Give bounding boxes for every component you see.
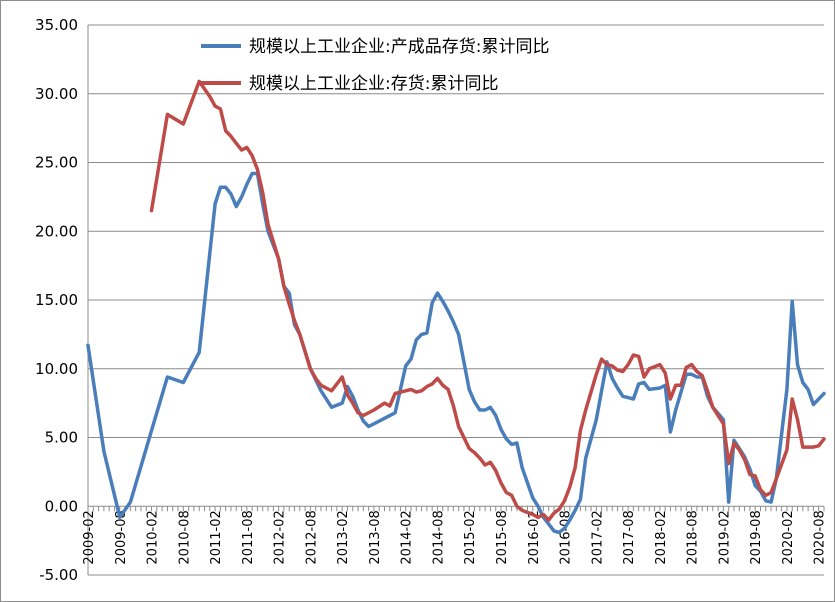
x-tick-label: 2017-08 xyxy=(622,510,637,564)
legend: 规模以上工业企业:产成品存货:累计同比 规模以上工业企业:存货:累计同比 xyxy=(201,37,549,94)
grid-lines xyxy=(88,24,824,576)
y-tick-label: 15.00 xyxy=(35,291,78,309)
x-tick-label: 2017-02 xyxy=(590,510,605,564)
x-tick-label: 2012-08 xyxy=(304,510,319,564)
axes xyxy=(87,25,824,575)
y-tick-label: 0.00 xyxy=(45,497,78,515)
x-tick-label: 2018-02 xyxy=(654,510,669,564)
x-tick-label: 2009-08 xyxy=(114,510,129,564)
series-line-0 xyxy=(86,171,826,535)
x-tick-label: 2009-02 xyxy=(82,510,97,564)
x-tick-label: 2016-02 xyxy=(527,510,542,564)
x-tick-label: 2012-02 xyxy=(273,510,288,564)
x-tick-label: 2011-02 xyxy=(209,510,224,564)
y-tick-label: 5.00 xyxy=(45,429,78,447)
x-tick-label: 2018-08 xyxy=(686,510,701,564)
y-tick-label: 10.00 xyxy=(35,360,78,378)
legend-label-inventory: 规模以上工业企业:存货:累计同比 xyxy=(249,74,498,94)
x-tick-label: 2020-02 xyxy=(781,510,796,564)
x-tick-label: 2010-02 xyxy=(146,510,161,564)
x-tick-label: 2015-02 xyxy=(463,510,478,564)
x-tick-label: 2019-02 xyxy=(717,510,732,564)
y-tick-label: 30.00 xyxy=(35,85,78,103)
x-tick-label: 2019-08 xyxy=(749,510,764,564)
y-tick-label: 25.00 xyxy=(35,154,78,172)
x-tick-label: 2013-02 xyxy=(336,510,351,564)
x-tick-label: 2020-08 xyxy=(813,510,828,564)
x-tick-label: 2014-08 xyxy=(431,510,446,564)
x-tick-label: 2011-08 xyxy=(241,510,256,564)
y-axis-ticks: -5.00 0.00 5.00 10.00 15.00 20.00 25.00 30.00 35… xyxy=(35,16,78,584)
y-tick-label: 20.00 xyxy=(35,222,78,240)
x-tick-label: 2014-02 xyxy=(400,510,415,564)
series-line-1 xyxy=(149,79,826,522)
y-tick-label: -5.00 xyxy=(39,566,78,584)
x-tick-label: 2016-08 xyxy=(559,510,574,564)
x-tick-label: 2015-08 xyxy=(495,510,510,564)
legend-label-finished-goods: 规模以上工业企业:产成品存货:累计同比 xyxy=(249,37,549,57)
x-tick-label: 2010-08 xyxy=(177,510,192,564)
x-axis-ticks: 2009-02 2009-08 2010-02 2010-08 2011-02 2011-… xyxy=(82,506,828,565)
y-tick-label: 35.00 xyxy=(35,16,78,34)
series-lines xyxy=(86,79,826,535)
x-tick-label: 2013-08 xyxy=(368,510,383,564)
